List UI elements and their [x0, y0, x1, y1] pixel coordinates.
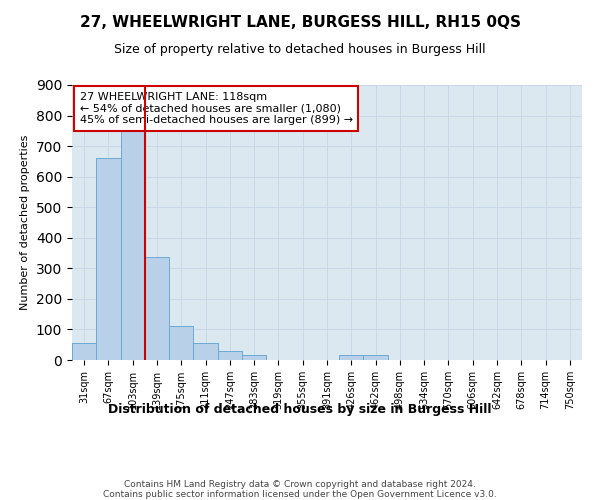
Bar [121, 131, 145, 360]
Bar [218, 352, 242, 360]
Bar [193, 343, 218, 360]
Text: Distribution of detached houses by size in Burgess Hill: Distribution of detached houses by size … [108, 402, 492, 415]
Bar [339, 356, 364, 360]
Text: 27 WHEELWRIGHT LANE: 118sqm
← 54% of detached houses are smaller (1,080)
45% of : 27 WHEELWRIGHT LANE: 118sqm ← 54% of det… [80, 92, 353, 125]
Bar [72, 343, 96, 360]
Bar [169, 326, 193, 360]
Text: Contains HM Land Registry data © Crown copyright and database right 2024.
Contai: Contains HM Land Registry data © Crown c… [103, 480, 497, 500]
Bar [145, 256, 169, 360]
Bar [364, 356, 388, 360]
Y-axis label: Number of detached properties: Number of detached properties [20, 135, 31, 310]
Bar [242, 356, 266, 360]
Text: Size of property relative to detached houses in Burgess Hill: Size of property relative to detached ho… [114, 42, 486, 56]
Bar [96, 158, 121, 360]
Text: 27, WHEELWRIGHT LANE, BURGESS HILL, RH15 0QS: 27, WHEELWRIGHT LANE, BURGESS HILL, RH15… [79, 15, 521, 30]
